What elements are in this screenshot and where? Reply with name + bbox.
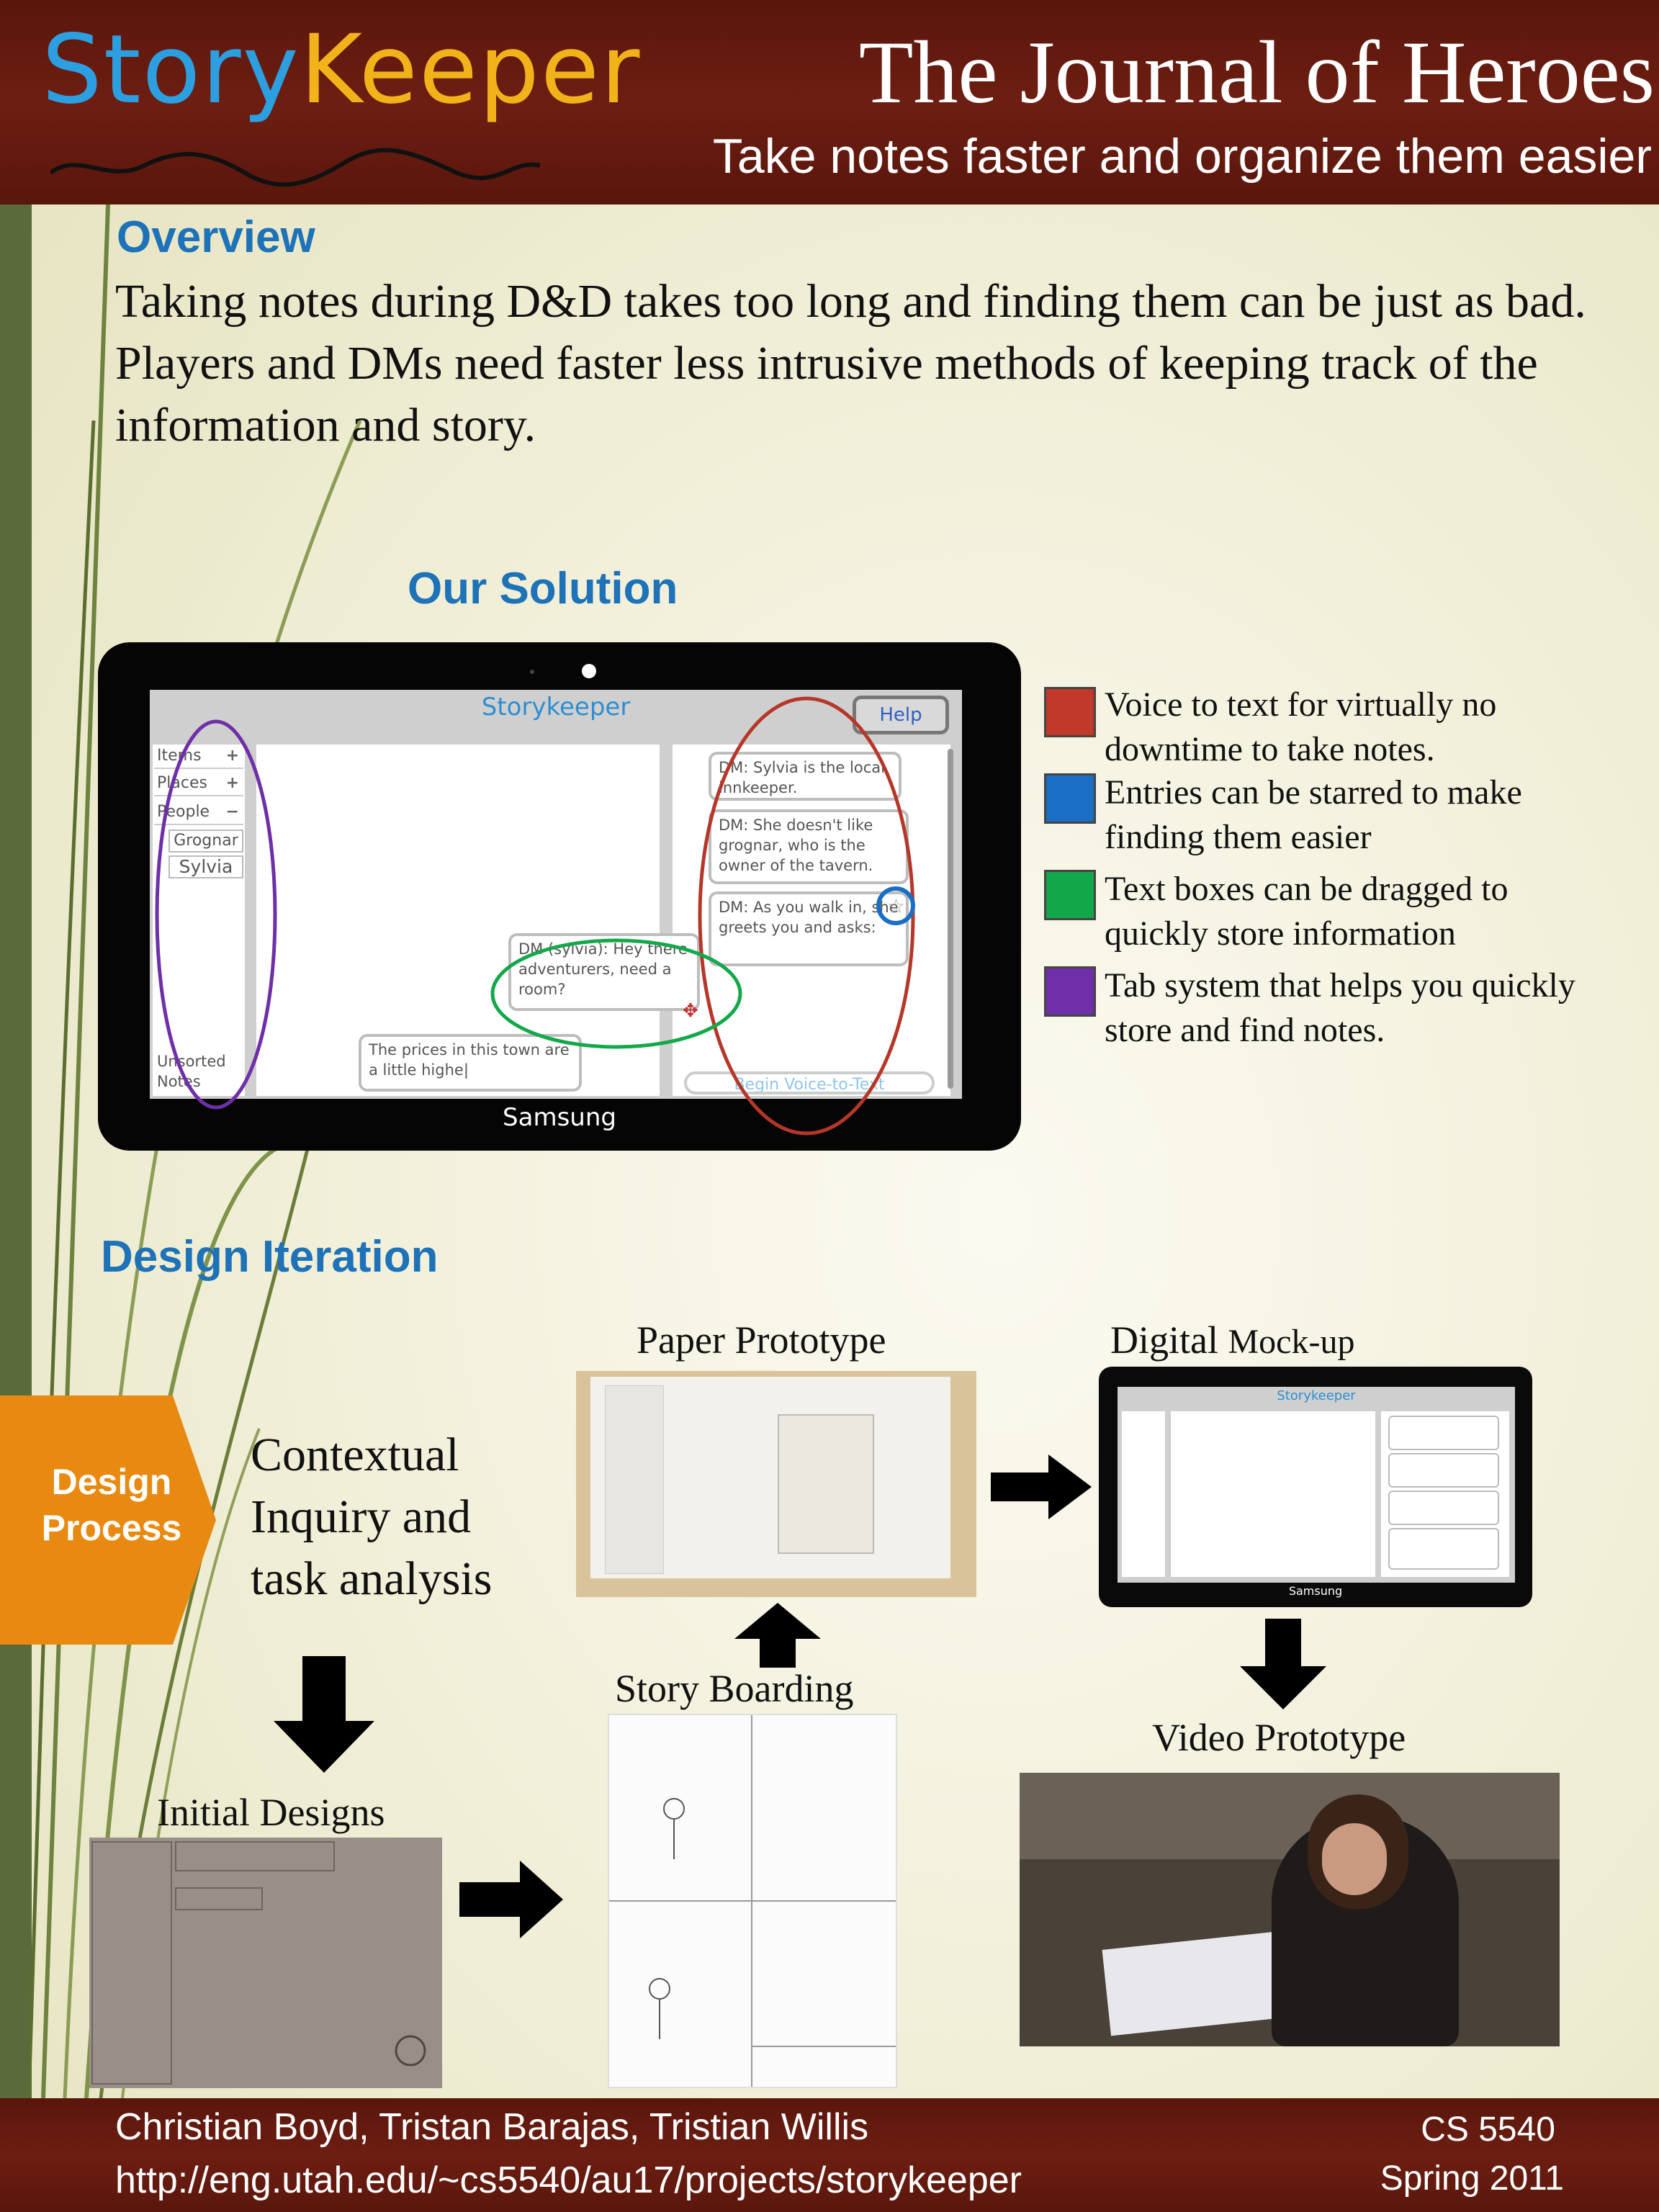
- legend-text-tabs: Tab system that helps you quickly store …: [1105, 966, 1575, 1049]
- legend-text-drag: Text boxes can be dragged to quickly sto…: [1105, 870, 1509, 953]
- sidebar-item-places[interactable]: Places +: [154, 772, 243, 796]
- design-process-label: Design Process: [41, 1462, 182, 1548]
- category-sidebar: [153, 745, 245, 1096]
- dragged-note[interactable]: DM (sylvia): Hey there adventurers, need…: [508, 933, 700, 1011]
- footer-bar: [0, 2098, 1659, 2212]
- arrow-down-icon: [274, 1656, 374, 1773]
- digital-mockup-brand: Samsung: [1288, 1584, 1343, 1598]
- add-icon[interactable]: +: [225, 774, 239, 792]
- initial-designs-photo: [89, 1838, 442, 2088]
- arrow-right-icon: [991, 1455, 1092, 1519]
- sidebar-person-grognar[interactable]: Grognar: [168, 830, 243, 853]
- contextual-inquiry-text: Contextual Inquiry and task analysis: [251, 1429, 493, 1605]
- legend-text-star: Entries can be starred to make finding t…: [1105, 773, 1522, 856]
- legend-text-voice: Voice to text for virtually no downtime …: [1105, 685, 1497, 768]
- course-number: CS 5540: [1421, 2110, 1555, 2149]
- sidebar-person-sylvia[interactable]: Sylvia: [168, 855, 243, 878]
- initial-designs-caption: Initial Designs: [157, 1791, 385, 1834]
- app-title: Storykeeper: [481, 693, 631, 721]
- sidebar-item-unsorted-notes[interactable]: Unsorted Notes: [157, 1053, 226, 1090]
- project-url[interactable]: http://eng.utah.edu/~cs5540/au17/project…: [115, 2159, 1022, 2201]
- paper-prototype-photo: [576, 1371, 976, 1597]
- solution-heading: Our Solution: [408, 564, 678, 613]
- story-boarding-caption: Story Boarding: [615, 1667, 854, 1710]
- sidebar-item-items[interactable]: Items +: [154, 745, 243, 769]
- help-button[interactable]: Help: [853, 696, 949, 734]
- collapse-icon[interactable]: −: [225, 803, 239, 821]
- video-prototype-photo: [1020, 1773, 1560, 2046]
- sidebar-item-people[interactable]: People −: [154, 801, 243, 825]
- device-brand: Samsung: [503, 1103, 616, 1132]
- overview-heading: Overview: [117, 212, 315, 262]
- voice-note-1[interactable]: DM: Sylvia is the local innkeeper.: [709, 752, 902, 801]
- term: Spring 2011: [1380, 2159, 1564, 2198]
- typing-note[interactable]: The prices in this town are a little hig…: [359, 1034, 582, 1092]
- left-decor-strip: [0, 204, 32, 2098]
- legend-swatch-purple: [1044, 966, 1096, 1017]
- begin-voice-to-text-button[interactable]: Begin Voice-to-Text: [684, 1071, 935, 1094]
- arrow-up-icon: [734, 1603, 821, 1668]
- digital-mockup-title: Storykeeper: [1277, 1388, 1356, 1403]
- poster-title: The Journal of Heroes: [858, 23, 1655, 122]
- tablet-camera: [582, 664, 596, 678]
- logo-squiggle: [50, 148, 540, 187]
- tablet-sensor: [530, 670, 534, 674]
- voice-note-2[interactable]: DM: She doesn't like grognar, who is the…: [709, 809, 909, 884]
- poster-subtitle: Take notes faster and organize them easi…: [712, 129, 1652, 184]
- legend-swatch-blue: [1044, 773, 1096, 824]
- digital-mockup-caption: Digital Mock-up: [1110, 1318, 1355, 1362]
- storyboard-sketch: [608, 1714, 897, 2088]
- digital-mockup-screen: [1118, 1387, 1515, 1583]
- authors: Christian Boyd, Tristan Barajas, Tristia…: [115, 2106, 869, 2148]
- legend-swatch-green: [1044, 870, 1096, 920]
- arrow-down-icon: [1240, 1619, 1326, 1709]
- arrow-right-icon: [459, 1861, 563, 1938]
- overview-text: Taking notes during D&D takes too long a…: [115, 275, 1586, 451]
- video-prototype-caption: Video Prototype: [1152, 1716, 1406, 1759]
- notes-scrollbar[interactable]: [948, 749, 953, 1089]
- paper-prototype-caption: Paper Prototype: [637, 1318, 886, 1362]
- add-icon[interactable]: +: [225, 747, 239, 765]
- design-iteration-heading: Design Iteration: [101, 1232, 439, 1282]
- voice-note-3[interactable]: DM: As you walk in, she greets you and a…: [709, 891, 909, 966]
- legend-swatch-red: [1044, 687, 1096, 737]
- design-process-chevron: [0, 1395, 216, 1645]
- header-bar: [0, 0, 1659, 204]
- storykeeper-logo: StoryKeeper: [42, 14, 642, 125]
